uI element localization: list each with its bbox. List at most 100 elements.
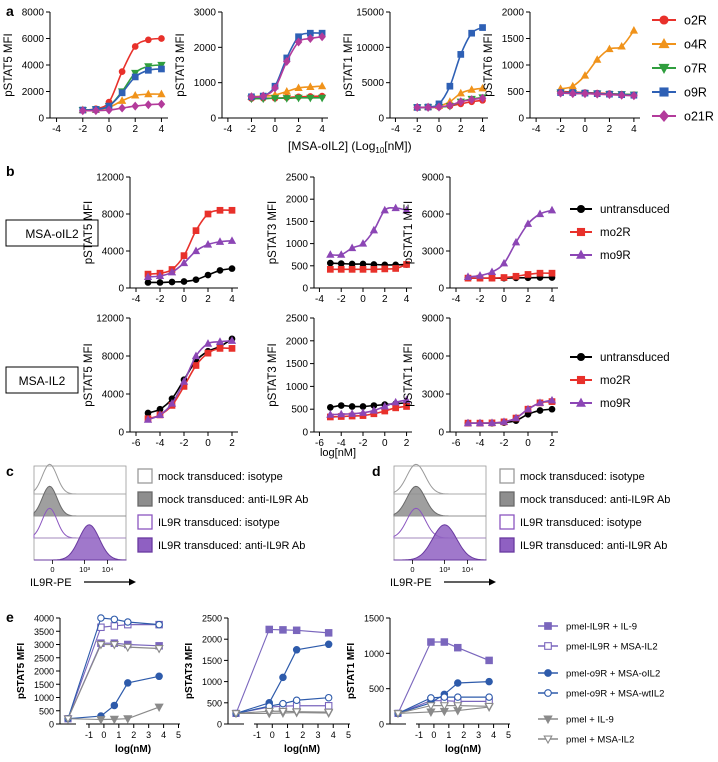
data-point [227, 336, 237, 344]
x-tick-label: -1 [415, 730, 423, 740]
data-point [337, 260, 345, 267]
x-tick-label: 0 [382, 438, 388, 449]
data-point [204, 271, 212, 279]
data-point [413, 102, 422, 112]
data-point [294, 94, 303, 103]
x-tick-label: -2 [156, 294, 165, 305]
flow-panel_c: 0 10³ 10⁴ IL9R-PE mock transduced: isotype mo… [30, 463, 308, 589]
data-point [605, 44, 614, 53]
data-point [78, 106, 87, 116]
data-point [228, 265, 236, 272]
legend-label: mo9R [600, 398, 631, 410]
x-tick-label: -1 [253, 730, 261, 740]
data-point [402, 395, 411, 404]
data-point [484, 702, 494, 712]
flow-x-tick-label: 0 [410, 565, 414, 574]
chart-b4: 0 4000 8000 12000 -6 -4 -2 0 2 pSTAT5 MFI [83, 314, 238, 449]
data-point [192, 276, 200, 284]
series-connector [397, 705, 432, 714]
data-point [118, 68, 126, 75]
legend-label: pmel-o9R + MSA-oIL2 [566, 669, 660, 680]
flow-legend-label: mock transduced: isotype [520, 471, 645, 483]
data-point [605, 90, 614, 100]
data-point [144, 279, 152, 286]
data-point [192, 362, 200, 369]
data-point [381, 265, 389, 273]
data-point [282, 95, 291, 103]
data-point [155, 620, 163, 629]
chart-a4: 0 500 1000 1500 2000 -4 -2 0 2 4 pSTAT6 MFI [483, 8, 640, 135]
data-point [118, 89, 126, 97]
data-point [123, 643, 133, 653]
data-point [500, 274, 508, 281]
series-line [268, 643, 329, 704]
y-tick-label: 2000 [34, 667, 54, 677]
y-axis-label: pSTAT5 MFI [16, 643, 27, 700]
data-point [391, 203, 400, 212]
series-o4r [556, 26, 639, 92]
x-tick-label: -2 [413, 124, 422, 135]
x-tick-label: -4 [315, 294, 324, 305]
legend-marker [576, 352, 586, 362]
data-point [454, 643, 462, 652]
series-curve [330, 207, 407, 256]
y-tick-label: 1000 [286, 382, 309, 393]
data-point [535, 398, 545, 406]
y-axis-label: pSTAT5 MFI [83, 201, 95, 264]
y-tick-label: 1500 [202, 656, 222, 666]
data-point [629, 26, 639, 34]
x-tick-label: -4 [156, 438, 165, 449]
legend-marker [576, 249, 586, 259]
series-mo9r [326, 395, 411, 418]
x-tick-label: 4 [229, 294, 235, 305]
y-axis-label: pSTAT5 MFI [3, 33, 15, 96]
data-point [157, 99, 166, 109]
legend-panel-b-bottom: untransduced mo2R mo9R [570, 352, 670, 410]
series-pmel-o9r-msa-oil2 [64, 672, 163, 723]
y-tick-label: 1500 [364, 614, 384, 624]
flow-x-label: IL9R-PE [30, 577, 72, 589]
flow-legend-label: IL9R transduced: anti-IL9R Ab [158, 540, 305, 552]
data-point [326, 259, 334, 267]
x-tick-label: -2 [180, 438, 189, 449]
data-point [215, 237, 225, 245]
series-connector [67, 644, 102, 719]
y-tick-label: 3000 [422, 390, 445, 401]
y-tick-label: 3000 [34, 640, 54, 650]
data-point [144, 89, 153, 98]
series-line [269, 697, 329, 707]
x-tick-label: -1 [85, 730, 93, 740]
panel-letter-d: d [372, 463, 381, 479]
legend-marker [543, 715, 553, 725]
series-o21r [78, 99, 166, 116]
row-label-box-oil2 [5, 219, 99, 247]
x-tick-label: 2 [458, 124, 464, 135]
x-tick-label: 3 [476, 730, 481, 740]
x-tick-label: 4 [159, 124, 165, 135]
histogram-trace [393, 524, 487, 561]
series-pmel-msa-il2 [63, 641, 164, 724]
data-point [454, 693, 462, 701]
x-tick-label: 2 [607, 124, 613, 135]
chart-b6: 0 3000 6000 9000 -6 -4 -2 0 2 pSTAT1 MFI [403, 314, 558, 449]
y-axis-label: pSTAT5 MFI [83, 343, 95, 406]
data-point [143, 272, 153, 280]
y-tick-label: 1000 [194, 78, 217, 89]
series-line [269, 711, 329, 714]
data-point [457, 51, 465, 58]
chart-a1: 0 2000 4000 6000 8000 -4 -2 0 2 4 pSTAT5 MFI [3, 8, 168, 135]
data-point [264, 707, 274, 717]
flow-legend-swatch [499, 491, 515, 507]
y-tick-label: 0 [302, 428, 308, 439]
x-tick-label: 2 [549, 438, 555, 449]
x-tick-label: 4 [631, 124, 637, 135]
data-point [292, 708, 302, 717]
y-tick-label: 0 [38, 114, 44, 125]
data-point [556, 88, 565, 98]
data-point [231, 710, 241, 719]
y-tick-label: 8000 [102, 210, 125, 221]
data-point [467, 85, 476, 93]
data-point [453, 702, 463, 711]
panel-letter-c: c [6, 463, 14, 479]
data-point [123, 715, 133, 724]
